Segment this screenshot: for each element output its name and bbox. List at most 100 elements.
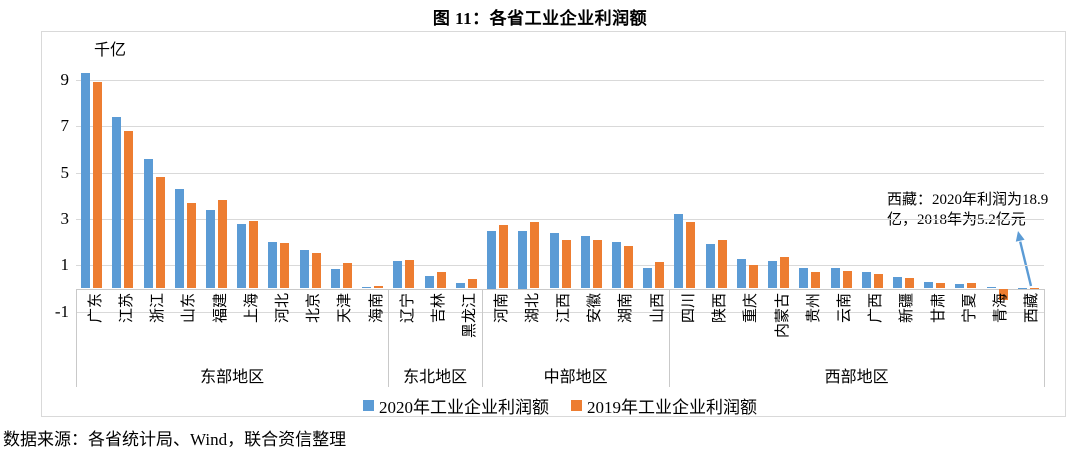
category-label-陕西: 陕西 [701, 293, 732, 371]
category-label-西藏: 西藏 [1013, 293, 1044, 371]
source-note: 数据来源：各省统计局、Wind，联合资信整理 [3, 430, 347, 449]
bar-2019年-湖北 [530, 222, 540, 289]
category-label-四川: 四川 [669, 293, 700, 371]
bar-2020年-北京 [299, 250, 309, 289]
bar-2020年-河南 [487, 230, 497, 289]
category-label-text: 辽宁 [399, 293, 416, 324]
bar-2020年-福建 [206, 209, 216, 289]
region-divider [481, 289, 483, 387]
bar-2019年-广西 [873, 273, 883, 289]
category-label-北京: 北京 [295, 293, 326, 371]
category-label-text: 青海 [993, 293, 1010, 324]
bar-2019年-安徽 [592, 239, 602, 289]
bar-2019年-海南 [374, 285, 384, 289]
category-label-天津: 天津 [326, 293, 357, 371]
category-label-云南: 云南 [825, 293, 856, 371]
category-label-text: 江西 [555, 293, 572, 324]
chart-title: 图 11：各省工业企业利润额 [432, 9, 648, 28]
category-label-text: 湖南 [618, 293, 635, 324]
category-label-安徽: 安徽 [576, 293, 607, 371]
category-label-浙江: 浙江 [138, 293, 169, 371]
category-label-甘肃: 甘肃 [919, 293, 950, 371]
bar-2019年-青海 [998, 288, 1008, 301]
category-label-内蒙古: 内蒙古 [763, 293, 794, 371]
bar-2019年-山东 [186, 202, 196, 289]
bar-2019年-云南 [842, 271, 852, 289]
bar-2019年-内蒙古 [780, 257, 790, 289]
bar-2020年-重庆 [736, 259, 746, 289]
category-label-text: 北京 [306, 293, 323, 324]
category-label-text: 广西 [868, 293, 885, 324]
category-label-山东: 山东 [170, 293, 201, 371]
y-tick-label-3: 3 [60, 208, 70, 228]
region-label-东部地区: 东部地区 [200, 369, 265, 386]
bar-2020年-辽宁 [393, 261, 403, 289]
bar-2020年-山东 [174, 188, 184, 289]
bar-2020年-江西 [549, 232, 559, 289]
bar-2019年-广东 [93, 82, 103, 289]
bar-2019年-福建 [218, 200, 228, 289]
bar-2020年-安徽 [580, 236, 590, 289]
y-tick-label-7: 7 [60, 116, 70, 136]
category-label-青海: 青海 [982, 293, 1013, 371]
category-label-text: 山西 [649, 293, 666, 324]
bar-2020年-上海 [237, 223, 247, 289]
category-label-text: 陕西 [712, 293, 729, 324]
category-label-text: 四川 [680, 293, 697, 324]
chart-area: 千亿 西藏：2020年利润为18.9 亿，2018年为5.2亿元 2020年工业… [41, 31, 1066, 417]
category-label-text: 江苏 [118, 293, 135, 324]
bar-2019年-河南 [499, 224, 509, 289]
category-label-重庆: 重庆 [732, 293, 763, 371]
bar-2019年-重庆 [748, 264, 758, 289]
category-label-text: 山东 [181, 293, 198, 324]
bar-2019年-湖南 [623, 245, 633, 289]
bar-2019年-天津 [342, 262, 352, 289]
category-label-江西: 江西 [544, 293, 575, 371]
region-divider [388, 289, 390, 387]
legend: 2020年工业企业利润额 2019年工业企业利润额 [76, 393, 1044, 418]
category-label-湖北: 湖北 [513, 293, 544, 371]
category-label-福建: 福建 [201, 293, 232, 371]
category-label-text: 黑龙江 [462, 293, 479, 339]
region-divider [76, 289, 77, 387]
bar-2020年-黑龙江 [455, 282, 465, 289]
region-label-中部地区: 中部地区 [543, 369, 608, 386]
bar-2020年-西藏 [1017, 288, 1027, 289]
bar-2020年-四川 [674, 214, 684, 289]
bar-2019年-陕西 [717, 239, 727, 289]
category-label-上海: 上海 [232, 293, 263, 371]
gridline-1 [76, 265, 1044, 267]
bar-2019年-浙江 [155, 177, 165, 289]
category-label-湖南: 湖南 [607, 293, 638, 371]
bar-2020年-天津 [330, 268, 340, 289]
legend-item-2020: 2020年工业企业利润额 [363, 393, 549, 418]
bar-2019年-河北 [280, 243, 290, 289]
bar-2020年-湖北 [518, 230, 528, 289]
category-label-text: 云南 [837, 293, 854, 324]
category-label-黑龙江: 黑龙江 [451, 293, 482, 371]
y-tick-label-9: 9 [60, 69, 70, 89]
y-axis-unit-label: 千亿 [94, 42, 127, 59]
category-axis-line [76, 289, 1044, 290]
bar-2019年-山西 [655, 261, 665, 289]
category-label-河北: 河北 [263, 293, 294, 371]
category-label-宁夏: 宁夏 [950, 293, 981, 371]
category-label-text: 河南 [493, 293, 510, 324]
category-label-text: 西藏 [1024, 293, 1041, 324]
category-label-text: 广东 [87, 293, 104, 324]
region-label-东北地区: 东北地区 [403, 369, 468, 386]
annotation-line-1: 西藏：2020年利润为18.9 [887, 192, 1049, 208]
bar-2019年-吉林 [436, 272, 446, 289]
gridline-7 [76, 126, 1044, 128]
bar-2020年-广西 [861, 271, 871, 289]
category-label-text: 海南 [368, 293, 385, 324]
category-label-河南: 河南 [482, 293, 513, 371]
category-label-新疆: 新疆 [888, 293, 919, 371]
category-label-text: 河北 [274, 293, 291, 324]
bar-2020年-青海 [986, 286, 996, 289]
category-label-text: 湖北 [524, 293, 541, 324]
category-label-text: 福建 [212, 293, 229, 324]
legend-label-2020: 2020年工业企业利润额 [379, 398, 549, 417]
y-tick-label--1: -1 [54, 301, 69, 321]
bar-2020年-云南 [830, 267, 840, 289]
